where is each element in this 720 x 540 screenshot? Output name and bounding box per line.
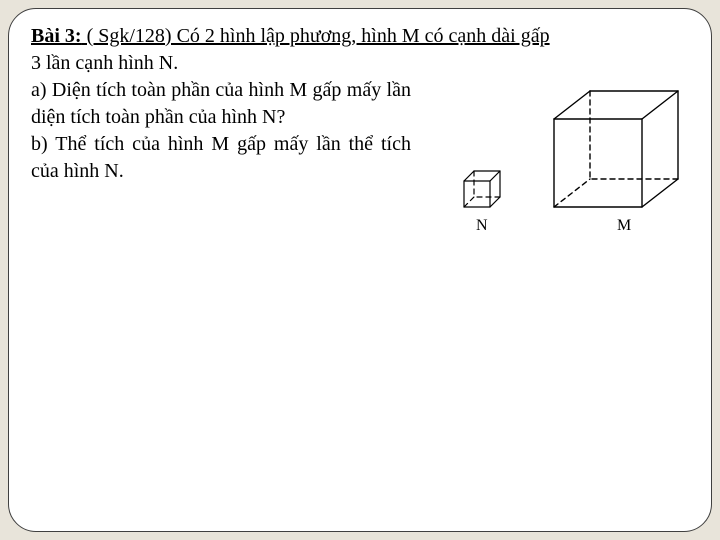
label-m: M — [617, 217, 631, 235]
cube-n — [464, 171, 500, 207]
problem-title-bold: Bài 3: — [31, 25, 82, 47]
problem-line2: 3 lần cạnh hình N. — [31, 50, 689, 77]
problem-title-rest: ( Sgk/128) Có 2 hình lập phương, hình M … — [82, 25, 550, 47]
question-a: a) Diện tích toàn phần của hình M gấp mấ… — [31, 77, 411, 131]
slide-panel: Bài 3: ( Sgk/128) Có 2 hình lập phương, … — [8, 8, 712, 532]
cubes-svg — [454, 89, 694, 259]
cube-m — [554, 91, 678, 207]
question-b: b) Thể tích của hình M gấp mấy lần thể t… — [31, 131, 411, 185]
label-n: N — [476, 217, 488, 235]
figures-area: N M — [454, 89, 694, 259]
